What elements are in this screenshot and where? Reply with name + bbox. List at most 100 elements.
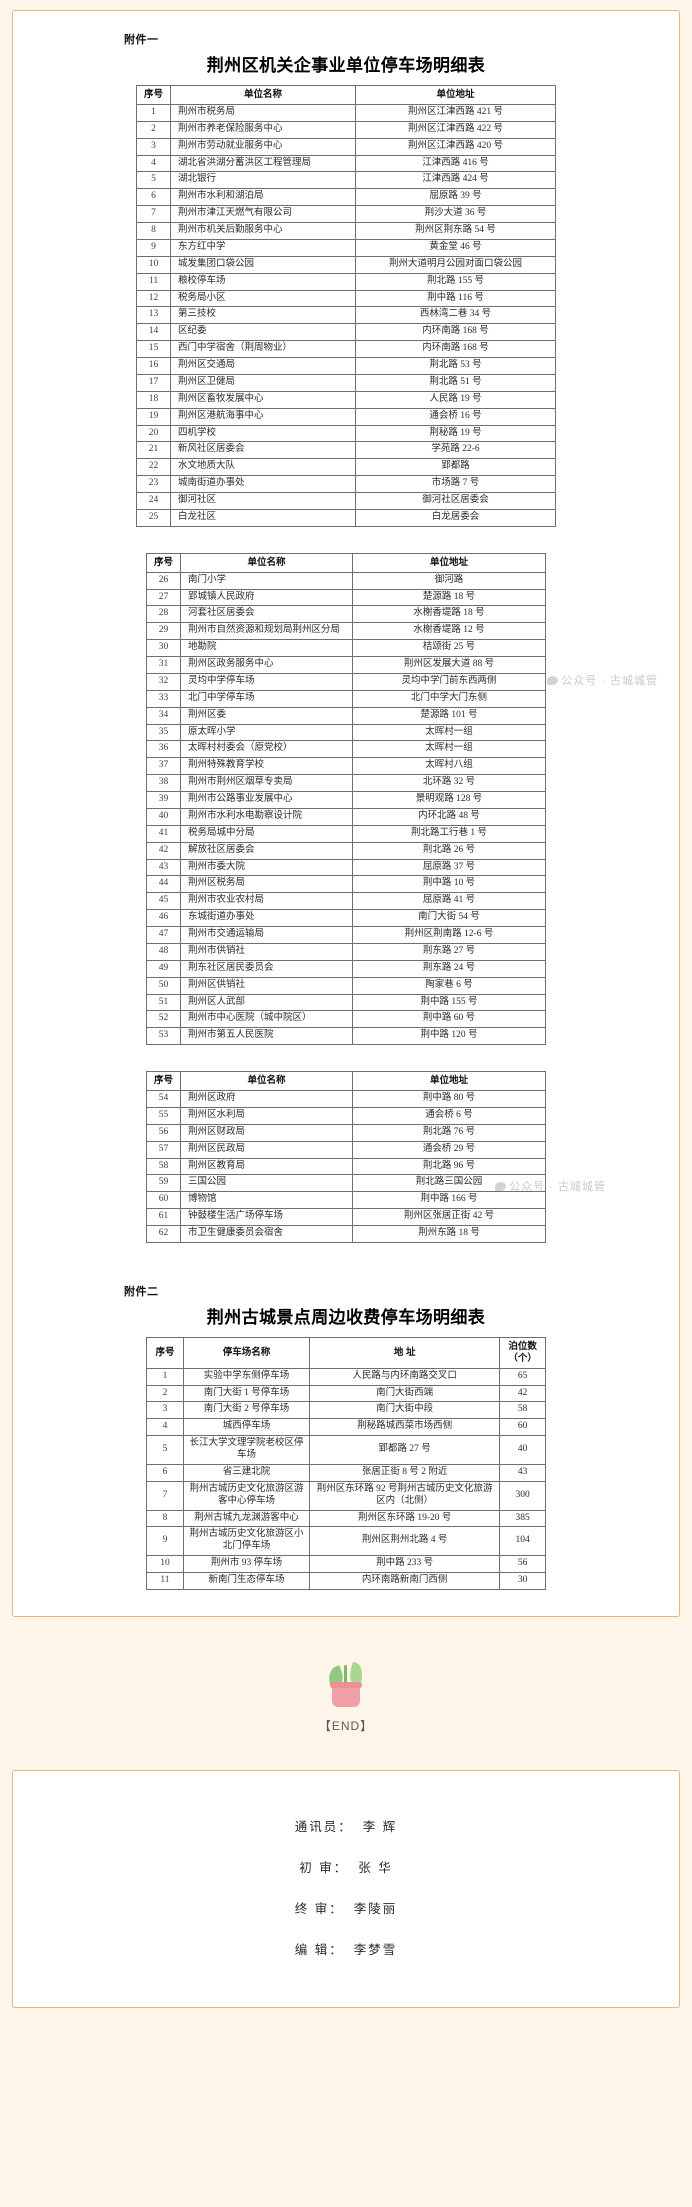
cell-unit-address: 荆北路 26 号 [352,841,546,860]
credit-row: 初 审： 张 华 [13,1846,679,1887]
table-row: 33 北门中学停车场 北门中学大门东侧 [146,689,546,708]
cell-unit-name: 灵均中学停车场 [180,672,353,691]
cell-unit-address: 江津西路 416 号 [355,154,556,173]
table-row: 56 荆州区财政局 荆北路 76 号 [146,1123,546,1142]
table-row: 38 荆州市荆州区烟草专卖局 北环路 32 号 [146,774,546,792]
col-unit-name: 单位名称 [180,552,353,573]
table-row: 23 城南街道办事处 市场路 7 号 [136,475,556,493]
table-row: 24 御河社区 御河社区居委会 [136,492,556,510]
credit-label: 编 辑： [294,1942,344,1957]
table-row: 10 荆州市 93 停车场 荆中路 233 号 56 [146,1555,546,1573]
plant-pot-icon [325,1661,367,1707]
col-index: 序号 [146,552,181,573]
cell-index: 61 [146,1208,181,1226]
cell-unit-name: 郢城镇人民政府 [180,588,353,607]
cell-lot-name: 荆州市 93 停车场 [182,1555,311,1573]
cell-index: 4 [136,154,171,173]
cell-index: 1 [146,1367,184,1386]
cell-index: 8 [136,222,171,240]
cell-index: 3 [136,137,171,156]
table-row: 39 荆州市公路事业发展中心 景明观路 128 号 [146,791,546,809]
cell-index: 7 [136,205,171,223]
cell-index: 19 [136,407,171,426]
cell-unit-name: 荆州市津江天燃气有限公司 [170,205,356,223]
table-row: 43 荆州市委大院 屈原路 37 号 [146,858,546,877]
scenic-parking-table: 序号 停车场名称 地 址 泊位数（个） 1 实验中学东侧停车场 人民路与内环南路交叉… [146,1336,546,1590]
table-row: 5 湖北银行 江津西路 424 号 [136,171,556,190]
cell-index: 53 [146,1027,181,1046]
cell-index: 59 [146,1174,181,1193]
cell-unit-name: 荆州市水利和湖泊局 [170,188,356,207]
cell-unit-address: 荆中路 80 号 [352,1090,546,1108]
cell-index: 40 [146,807,181,826]
cell-unit-name: 区纪委 [170,323,356,342]
cell-unit-name: 太晖村村委会（原党校） [180,740,353,759]
cell-space-count: 58 [499,1401,546,1420]
attachment-one-label: 附件一 [124,34,159,46]
cell-index: 49 [146,959,181,978]
col-unit-name: 单位名称 [180,1071,353,1091]
cell-lot-name: 省三建北院 [182,1463,311,1482]
cell-unit-name: 荆州市劳动就业服务中心 [170,137,356,156]
table-row: 45 荆州市农业农村局 屈原路 41 号 [146,892,546,911]
cell-unit-name: 荆州特殊教育学校 [180,757,353,776]
table-row: 36 太晖村村委会（原党校） 太晖村一组 [146,740,546,759]
table-row: 4 城西停车场 荆秘路城西菜市场西侧 60 [146,1418,546,1437]
cell-unit-address: 荆州大道明月公园对面口袋公园 [355,255,556,274]
table-row: 18 荆州区畜牧发展中心 人民路 19 号 [136,390,556,409]
cell-index: 50 [146,976,181,995]
table-row: 54 荆州区政府 荆中路 80 号 [146,1090,546,1108]
cell-index: 36 [146,740,181,759]
table-row: 9 荆州古城历史文化旅游区小北门停车场 荆州区荆州北路 4 号 104 [146,1526,546,1557]
cell-space-count: 40 [499,1435,546,1465]
table-row: 8 荆州古城九龙渊游客中心 荆州区东环路 19-20 号 385 [146,1509,546,1528]
cell-unit-address: 荆北路 53 号 [355,357,556,375]
cell-address: 荆州区荆州北路 4 号 [309,1526,501,1557]
cell-index: 7 [146,1480,184,1511]
table-row: 50 荆州区供销社 陶家巷 6 号 [146,976,546,995]
table-body-2: 26 南门小学 御河路 27 郢城镇人民政府 楚源路 18 号 28 河套社区居委会 水榭香堤路… [146,571,546,1046]
cell-unit-name: 河套社区居委会 [180,605,353,624]
cell-unit-name: 荆州区水利局 [180,1106,353,1125]
cell-unit-name: 粮校停车场 [170,272,356,291]
table-row: 59 三国公园 荆北路三国公园 [146,1174,546,1193]
table-row: 42 解放社区居委会 荆北路 26 号 [146,841,546,860]
cell-unit-name: 水文地质大队 [170,458,356,477]
cell-unit-name: 荆州区政府 [180,1090,353,1108]
cell-lot-name: 城西停车场 [182,1418,311,1437]
table-row: 4 湖北省洪湖分蓄洪区工程管理局 江津西路 416 号 [136,154,556,173]
table-row: 49 荆东社区居民委员会 荆东路 24 号 [146,959,546,978]
cell-index: 28 [146,605,181,624]
cell-unit-address: 荆州区荆南路 12-6 号 [352,926,546,944]
cell-unit-address: 白龙居委会 [355,508,556,527]
cell-index: 17 [136,373,171,392]
cell-index: 5 [146,1435,184,1465]
cell-lot-name: 长江大学文理学院老校区停车场 [182,1435,311,1465]
col-lot-name: 停车场名称 [182,1336,311,1369]
cell-unit-name: 荆州区港航海事中心 [170,407,356,426]
cell-unit-address: 景明观路 128 号 [352,791,546,809]
cell-unit-name: 城发集团口袋公园 [170,255,356,274]
table-row: 55 荆州区水利局 通会桥 6 号 [146,1106,546,1125]
cell-unit-name: 三国公园 [180,1174,353,1193]
cell-index: 12 [136,289,171,308]
attachment-one-title: 荆州区机关企事业单位停车场明细表 [206,56,486,75]
table-row: 12 税务局小区 荆中路 116 号 [136,289,556,308]
cell-unit-name: 荆州区畜牧发展中心 [170,390,356,409]
cell-unit-name: 荆州市第五人民医院 [180,1027,353,1046]
col-index: 序号 [146,1071,181,1091]
cell-index: 26 [146,571,181,590]
cell-unit-name: 荆州市供销社 [180,942,353,961]
table-row: 3 荆州市劳动就业服务中心 荆州区江津西路 420 号 [136,137,556,156]
table-row: 29 荆州市自然资源和规划局荆州区分局 水榭香堤路 12 号 [146,622,546,641]
table-row: 6 省三建北院 张居正街 8 号 2 附近 43 [146,1463,546,1482]
table-row: 27 郢城镇人民政府 楚源路 18 号 [146,588,546,607]
cell-unit-address: 江津西路 424 号 [355,171,556,190]
cell-unit-address: 黄金堂 46 号 [355,238,556,257]
cell-index: 3 [146,1401,184,1420]
cell-unit-address: 荆州区江津西路 420 号 [355,137,556,156]
cell-index: 51 [146,993,181,1012]
cell-unit-address: 南门大街 54 号 [352,909,546,927]
table-row: 37 荆州特殊教育学校 太晖村八组 [146,757,546,776]
cell-unit-name: 荆州区人武部 [180,993,353,1012]
